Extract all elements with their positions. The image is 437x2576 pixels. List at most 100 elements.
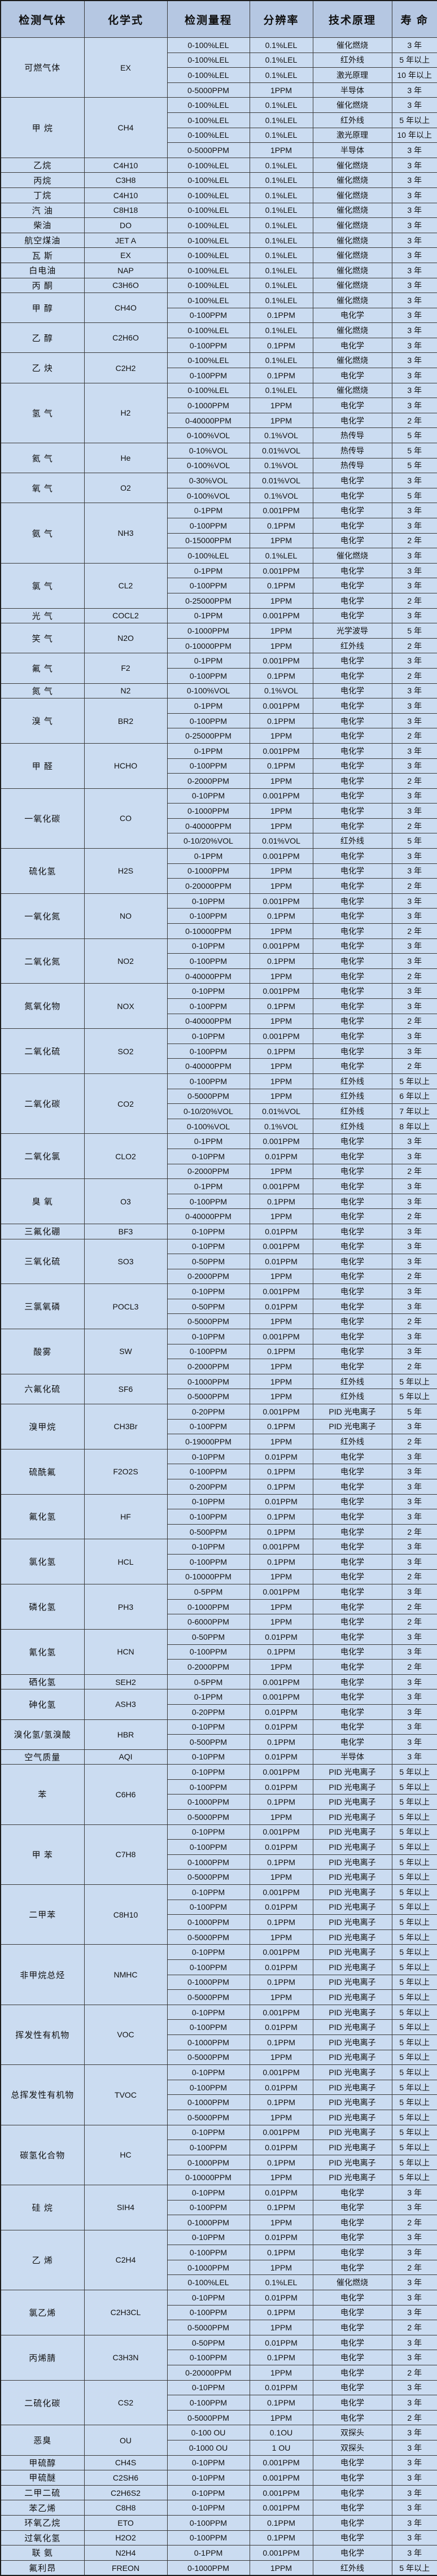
formula-cell: SO3 — [84, 1238, 168, 1285]
principle-cell: 电化学 — [312, 1674, 392, 1690]
principle-cell: 电化学 — [312, 1509, 392, 1525]
lifespan-cell: 3 年 — [391, 2229, 437, 2246]
range-cell: 0-100PPM — [167, 1553, 250, 1570]
principle-cell: 红外线 — [312, 1073, 392, 1089]
lifespan-cell: 3 年 — [391, 562, 437, 579]
range-cell: 0-10%VOL — [167, 443, 250, 459]
table-row: 甲 烷 CH4 0-100%LEL 0.1%LEL 催化燃烧 3 年 — [0, 97, 437, 158]
table-row: 0-40000PPM 1PPM 电化学 2 年 — [1, 968, 437, 984]
gas-name-cell: 硅 烷 — [0, 2184, 85, 2230]
table-row: 0-100PPM 0.01PPM PID 光电离子 5 年以上 — [1, 1779, 437, 1795]
resolution-cell: 0.1%LEL — [249, 172, 313, 188]
table-row: 0-1000PPM 0.1PPM PID 光电离子 5 年以上 — [1, 1974, 437, 1990]
principle-cell: PID 光电离子 — [312, 2019, 392, 2035]
lifespan-cell: 3 年 — [391, 518, 437, 534]
gas-group: 联 氨 N2H4 0-1PPM 0.001PPM 电化学 3 年 — [0, 2545, 437, 2561]
principle-cell: 电化学 — [312, 487, 392, 504]
principle-cell: PID 光电离子 — [312, 1839, 392, 1855]
principle-cell: 红外线 — [312, 1373, 392, 1390]
range-cell: 0-100PPM — [167, 1343, 250, 1360]
principle-cell: 催化燃烧 — [312, 2274, 392, 2291]
resolution-cell: 0.01%VOL — [249, 443, 313, 459]
resolution-cell: 0.001PPM — [249, 1674, 313, 1690]
gas-name-cell: 氢 气 — [0, 382, 85, 444]
principle-cell: 电化学 — [312, 1689, 392, 1705]
gas-name-cell: 三氧化硫 — [0, 1238, 85, 1285]
table-row: 0-25000PPM 1PPM 电化学 2 年 — [1, 592, 437, 609]
resolution-cell: 0.001PPM — [249, 503, 313, 518]
range-cell: 0-20000PPM — [167, 2365, 250, 2381]
principle-cell: PID 光电离子 — [312, 1884, 392, 1900]
resolution-cell: 1PPM — [249, 1434, 313, 1449]
range-cell: 0-5000PPM — [167, 1989, 250, 2005]
resolution-cell: 0.1PPM — [249, 667, 313, 684]
table-row: 0-20000PPM 1PPM 电化学 2 年 — [1, 878, 437, 894]
principle-cell: 催化燃烧 — [312, 247, 392, 263]
table-row: 0-2000PPM 1PPM 电化学 2 年 — [1, 1359, 437, 1374]
gas-group: 甲 醇 CH4O 0-100%LEL 0.1%LEL 催化燃烧 3 年 0-100PPM 0.… — [0, 292, 437, 324]
formula-cell: SIH4 — [84, 2184, 168, 2230]
formula-cell: O3 — [84, 1178, 168, 1224]
table-row: 0-100%VOL 0.1%VOL 红外线 8 年以上 — [1, 1118, 437, 1134]
principle-cell: 电化学 — [312, 2184, 392, 2200]
gas-group: 空气质量 AQI 0-10PPM 0.01PPM 半导体 3 年 — [0, 1749, 437, 1765]
lifespan-cell: 3 年 — [391, 1133, 437, 1149]
gas-group: 三氧化硫 SO3 0-10PPM 0.001PPM 电化学 3 年 0-50PPM 0.01P… — [0, 1238, 437, 1285]
principle-cell: 催化燃烧 — [312, 292, 392, 308]
table-row: 二氧化氯 CLO2 0-1PPM 0.001PPM 电化学 3 年 — [0, 1133, 437, 1180]
principle-cell: PID 光电离子 — [312, 2140, 392, 2155]
principle-cell: PID 光电离子 — [312, 1418, 392, 1435]
lifespan-cell: 3 年 — [391, 322, 437, 338]
table-row: 臭 氧 O3 0-1PPM 0.001PPM 电化学 3 年 — [0, 1178, 437, 1224]
table-row: 0-100PPM 0.1PPM 电化学 3 年 — [1, 908, 437, 924]
principle-cell: 电化学 — [312, 2199, 392, 2216]
table-row: 0-1000PPM 1PPM 电化学 2 年 — [1, 2259, 437, 2276]
range-cell: 0-100PPM — [167, 2514, 250, 2531]
principle-cell: 催化燃烧 — [312, 202, 392, 219]
table-row: 0-100PPM 0.1PPM 电化学 3 年 — [1, 1343, 437, 1360]
resolution-cell: 0.1PPM — [249, 2154, 313, 2171]
range-cell: 0-10PPM — [167, 2290, 250, 2306]
formula-cell: He — [84, 443, 168, 474]
lifespan-cell: 2 年 — [391, 923, 437, 939]
lifespan-cell: 5 年以上 — [391, 2019, 437, 2035]
range-cell: 0-100PPM — [167, 2395, 250, 2411]
table-row: 0-100PPM 0.1PPM 电化学 3 年 — [1, 2199, 437, 2216]
table-row: 丙烯腈 C3H3N 0-50PPM 0.01PPM 电化学 3 年 — [0, 2334, 437, 2381]
gas-group: 丙烷 C3H8 0-100%LEL 0.1%LEL 催化燃烧 3 年 — [0, 172, 437, 188]
gas-name-cell: 甲 醛 — [0, 743, 85, 789]
resolution-cell: 0.1PPM — [249, 2395, 313, 2411]
resolution-cell: 0.01PPM — [249, 2334, 313, 2351]
range-cell: 0-1PPM — [167, 608, 250, 624]
principle-cell: 电化学 — [312, 1254, 392, 1269]
resolution-cell: 0.1PPM — [249, 518, 313, 534]
resolution-cell: 0.001PPM — [249, 1824, 313, 1840]
resolution-cell: 0.1PPM — [249, 1509, 313, 1525]
table-row: 三氧化硫 SO3 0-10PPM 0.001PPM 电化学 3 年 — [0, 1238, 437, 1285]
principle-cell: 电化学 — [312, 473, 392, 488]
lifespan-cell: 3 年 — [391, 2485, 437, 2501]
principle-cell: 电化学 — [312, 2379, 392, 2396]
table-row: 甲硫醚 C2SH6 0-10PPM 0.001PPM 电化学 3 年 — [0, 2470, 437, 2486]
range-cell: 0-100PPM — [167, 908, 250, 924]
range-cell: 0-10/20%VOL — [167, 1103, 250, 1119]
resolution-cell: 1PPM — [249, 773, 313, 789]
resolution-cell: 0.1%LEL — [249, 37, 313, 53]
resolution-cell: 0.1PPM — [249, 1974, 313, 1990]
gas-name-cell: 氟化氢 — [0, 1494, 85, 1540]
principle-cell: 激光原理 — [312, 67, 392, 83]
gas-name-cell: 丙烷 — [0, 172, 85, 188]
lifespan-cell: 3 年 — [391, 1298, 437, 1315]
principle-cell: 电化学 — [312, 1539, 392, 1555]
resolution-cell: 0.001PPM — [249, 1884, 313, 1900]
lifespan-cell: 3 年 — [391, 292, 437, 308]
lifespan-cell: 5 年以上 — [391, 1914, 437, 1930]
table-row: 0-100%LEL 0.1%LEL 红外线 5 年以上 — [1, 112, 437, 128]
table-row: 0-100PPM 0.1PPM 电化学 3 年 — [1, 307, 437, 324]
resolution-cell: 0.1PPM — [249, 2350, 313, 2366]
table-row: 0-10/20%VOL 0.01%VOL 红外线 5 年 — [1, 833, 437, 849]
table-row: 氧 气 O2 0-30%VOL 0.01%VOL 电化学 3 年 — [0, 473, 437, 504]
principle-cell: 热传导 — [312, 457, 392, 474]
resolution-cell: 0.01%VOL — [249, 473, 313, 488]
gas-group: 硫酰氟 F2O2S 0-10PPM 0.01PPM 电化学 3 年 0-100PPM 0.1P… — [0, 1448, 437, 1495]
